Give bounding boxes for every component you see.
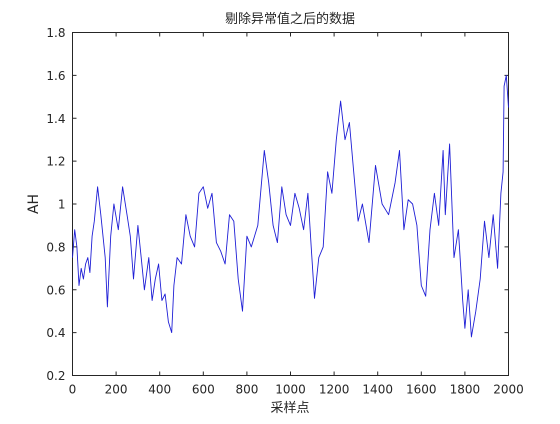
y-tick-label: 0.2 [46,369,65,383]
y-tick-label: 1.2 [46,155,65,169]
x-tick-label: 400 [148,383,171,397]
x-axis-ticks: 0 200 400 600 800 1000 1200 1400 1600 1800 2000 [69,32,524,397]
chart-title: 剔除异常值之后的数据 [225,11,355,27]
x-tick-label: 600 [192,383,215,397]
x-tick-label: 1800 [450,383,481,397]
x-tick-label: 1400 [362,383,393,397]
y-axis-label: AH [26,194,42,214]
y-tick-label: 1.6 [46,69,65,83]
y-axis-ticks: 0.2 0.4 0.6 0.8 1 1.2 1.4 1.6 1.8 [46,26,509,383]
x-tick-label: 800 [235,383,258,397]
x-tick-label: 1200 [319,383,350,397]
series-line-0 [72,74,509,338]
x-axis-label: 采样点 [270,401,309,416]
y-tick-label: 1.8 [46,26,65,40]
x-tick-label: 1000 [275,383,306,397]
y-tick-label: 0.8 [46,240,65,254]
x-tick-label: 200 [105,383,128,397]
y-tick-label: 1.4 [46,112,65,126]
y-tick-label: 0.4 [46,326,65,340]
x-tick-label: 1600 [406,383,437,397]
x-tick-label: 0 [69,383,77,397]
x-tick-label: 2000 [493,383,524,397]
y-tick-label: 0.6 [46,283,65,297]
plot-area-frame [72,32,509,376]
y-tick-label: 1 [58,198,66,212]
series-layer [72,74,509,338]
